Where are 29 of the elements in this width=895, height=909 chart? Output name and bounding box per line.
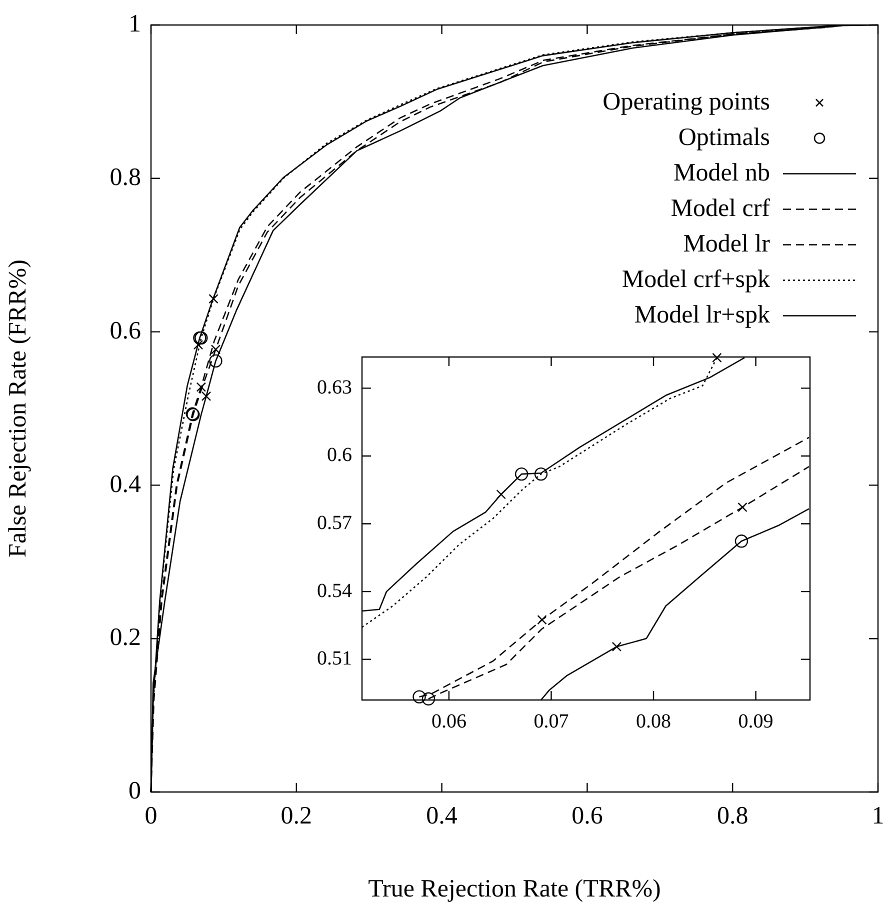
legend-label: Model lr+spk xyxy=(634,301,770,328)
x-tick-label: 0.08 xyxy=(636,710,672,732)
x-tick-label: 0.07 xyxy=(534,710,569,732)
legend-label: Model crf+spk xyxy=(622,266,770,293)
legend-label: Model crf xyxy=(670,194,771,222)
y-tick-label: 0.4 xyxy=(110,470,142,498)
x-tick-label: 0.6 xyxy=(572,802,603,830)
legend-label: Model nb xyxy=(673,159,770,186)
x-tick-label: 0.09 xyxy=(738,710,774,732)
legend-label: Optimals xyxy=(678,124,770,151)
x-tick-label: 0.8 xyxy=(716,802,748,830)
x-tick-label: 0.2 xyxy=(280,802,312,830)
y-tick-label: 1 xyxy=(128,10,141,38)
x-axis-title: True Rejection Rate (TRR%) xyxy=(368,876,661,903)
legend-label: Model lr xyxy=(683,230,771,258)
x-tick-label: 1 xyxy=(872,802,884,830)
y-tick-label: 0.6 xyxy=(327,444,352,466)
y-tick-label: 0 xyxy=(128,778,141,805)
y-tick-label: 0.8 xyxy=(110,164,141,191)
y-tick-label: 0.63 xyxy=(317,376,352,398)
x-tick-label: 0.4 xyxy=(426,802,458,830)
y-tick-label: 0.54 xyxy=(317,580,352,602)
y-tick-label: 0.57 xyxy=(317,512,352,534)
y-axis-title: False Rejection Rate (FRR%) xyxy=(4,260,32,558)
x-tick-label: 0.06 xyxy=(431,710,466,732)
legend-label: Operating points xyxy=(602,88,770,116)
y-tick-label: 0.6 xyxy=(110,317,141,344)
y-tick-label: 0.2 xyxy=(110,624,141,652)
y-tick-label: 0.51 xyxy=(317,648,352,670)
